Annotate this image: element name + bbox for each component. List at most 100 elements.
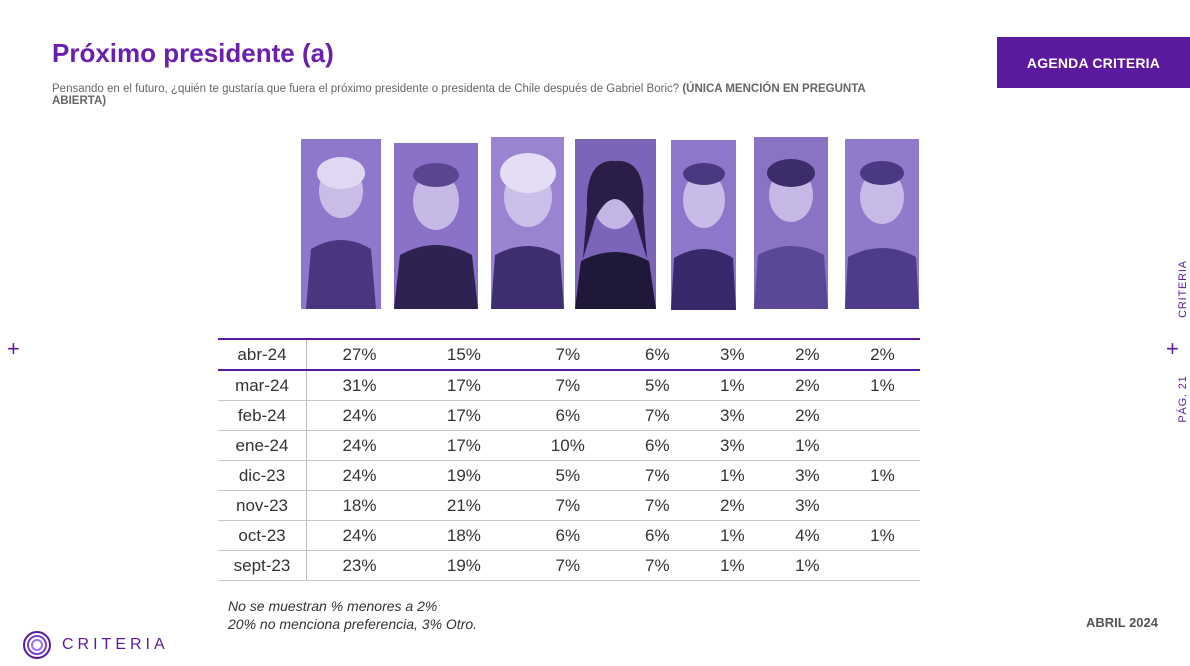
plus-decoration-right: + <box>1166 336 1179 361</box>
portrait-icon <box>301 139 381 309</box>
value-cell: 1% <box>844 370 920 401</box>
value-cell: 2% <box>844 338 920 371</box>
month-cell: dic-23 <box>218 460 307 491</box>
value-cell: 1% <box>694 520 770 551</box>
value-cell: 24% <box>306 430 412 461</box>
value-cell: 24% <box>306 520 412 551</box>
value-cell: 19% <box>411 550 516 581</box>
value-cell: 23% <box>306 550 412 581</box>
value-cell: 2% <box>694 490 770 521</box>
table-row: oct-23 24% 18% 6% 6% 1% 4% 1% <box>218 520 920 551</box>
question-note: (ÚNICA MENCIÓN EN PREGUNTA ABIERTA) <box>52 83 866 107</box>
value-cell <box>844 550 920 581</box>
candidate-photo-1 <box>301 139 381 309</box>
question-body: Pensando en el futuro, ¿quién te gustarí… <box>52 83 683 95</box>
value-cell: 6% <box>515 400 620 431</box>
value-cell: 7% <box>619 550 695 581</box>
value-cell: 24% <box>306 400 412 431</box>
value-cell: 7% <box>619 490 695 521</box>
candidate-photo-3 <box>491 137 564 309</box>
portrait-icon <box>394 143 478 309</box>
value-cell <box>844 490 920 521</box>
value-cell: 3% <box>694 400 770 431</box>
value-cell: 3% <box>694 338 770 371</box>
month-cell: nov-23 <box>218 490 307 521</box>
page-title: Próximo presidente (a) <box>52 38 334 68</box>
value-cell: 6% <box>619 338 695 371</box>
value-cell: 17% <box>411 370 516 401</box>
value-cell: 7% <box>619 460 695 491</box>
value-cell: 5% <box>515 460 620 491</box>
value-cell: 1% <box>694 460 770 491</box>
value-cell: 7% <box>619 400 695 431</box>
logo-text: CRITERIA <box>62 636 169 653</box>
criteria-logo: CRITERIA <box>22 630 169 660</box>
value-cell: 6% <box>619 430 695 461</box>
portrait-icon <box>491 137 564 309</box>
month-cell: feb-24 <box>218 400 307 431</box>
portrait-icon <box>671 140 736 310</box>
candidate-photo-2 <box>394 143 478 309</box>
candidate-photo-6 <box>754 137 828 309</box>
candidate-photo-7 <box>845 139 919 309</box>
page-number: PÁG. 21 <box>1177 375 1189 423</box>
value-cell: 6% <box>619 520 695 551</box>
value-cell: 27% <box>306 338 412 371</box>
value-cell: 1% <box>694 370 770 401</box>
criteria-logo-icon <box>23 631 51 659</box>
value-cell: 10% <box>515 430 620 461</box>
plus-decoration-left: + <box>7 336 20 361</box>
table-row: nov-23 18% 21% 7% 7% 2% 3% <box>218 490 920 521</box>
value-cell: 2% <box>769 338 845 371</box>
footnotes: No se muestran % menores a 2% 20% no men… <box>228 597 477 633</box>
value-cell: 1% <box>694 550 770 581</box>
value-cell: 5% <box>619 370 695 401</box>
month-cell: ene-24 <box>218 430 307 461</box>
portrait-icon <box>845 139 919 309</box>
value-cell: 1% <box>769 550 845 581</box>
candidate-photo-5 <box>671 140 736 310</box>
portrait-icon <box>754 137 828 309</box>
value-cell: 1% <box>844 460 920 491</box>
table-row: mar-24 31% 17% 7% 5% 1% 2% 1% <box>218 370 920 401</box>
value-cell: 18% <box>306 490 412 521</box>
month-cell: abr-24 <box>218 338 307 371</box>
value-cell: 6% <box>515 520 620 551</box>
value-cell: 1% <box>769 430 845 461</box>
table-row: feb-24 24% 17% 6% 7% 3% 2% <box>218 400 920 431</box>
value-cell: 21% <box>411 490 516 521</box>
question-text: Pensando en el futuro, ¿quién te gustarí… <box>52 83 892 107</box>
value-cell: 31% <box>306 370 412 401</box>
value-cell <box>844 430 920 461</box>
value-cell: 18% <box>411 520 516 551</box>
value-cell: 3% <box>769 460 845 491</box>
value-cell: 1% <box>844 520 920 551</box>
side-brand-label: CRITERIA <box>1177 260 1189 318</box>
value-cell <box>844 400 920 431</box>
value-cell: 15% <box>411 338 516 371</box>
footnote-1: No se muestran % menores a 2% <box>228 598 438 614</box>
value-cell: 7% <box>515 338 620 371</box>
value-cell: 3% <box>694 430 770 461</box>
preference-table: abr-24 27% 15% 7% 6% 3% 2% 2% mar-24 31% 17% 7% 5% 1%… <box>218 338 920 581</box>
table-row: abr-24 27% 15% 7% 6% 3% 2% 2% <box>218 338 920 371</box>
value-cell: 2% <box>769 400 845 431</box>
value-cell: 7% <box>515 370 620 401</box>
value-cell: 19% <box>411 460 516 491</box>
month-cell: oct-23 <box>218 520 307 551</box>
table-row: sept-23 23% 19% 7% 7% 1% 1% <box>218 550 920 581</box>
value-cell: 17% <box>411 400 516 431</box>
report-date: ABRIL 2024 <box>1085 615 1158 630</box>
portrait-icon <box>575 139 656 309</box>
value-cell: 24% <box>306 460 412 491</box>
value-cell: 7% <box>515 550 620 581</box>
month-cell: sept-23 <box>218 550 307 581</box>
value-cell: 2% <box>769 370 845 401</box>
value-cell: 4% <box>769 520 845 551</box>
value-cell: 17% <box>411 430 516 461</box>
table-row: dic-23 24% 19% 5% 7% 1% 3% 1% <box>218 460 920 491</box>
footnote-2: 20% no menciona preferencia, 3% Otro. <box>228 616 478 632</box>
value-cell: 7% <box>515 490 620 521</box>
value-cell: 3% <box>769 490 845 521</box>
agenda-criteria-badge: AGENDA CRITERIA <box>997 37 1190 88</box>
